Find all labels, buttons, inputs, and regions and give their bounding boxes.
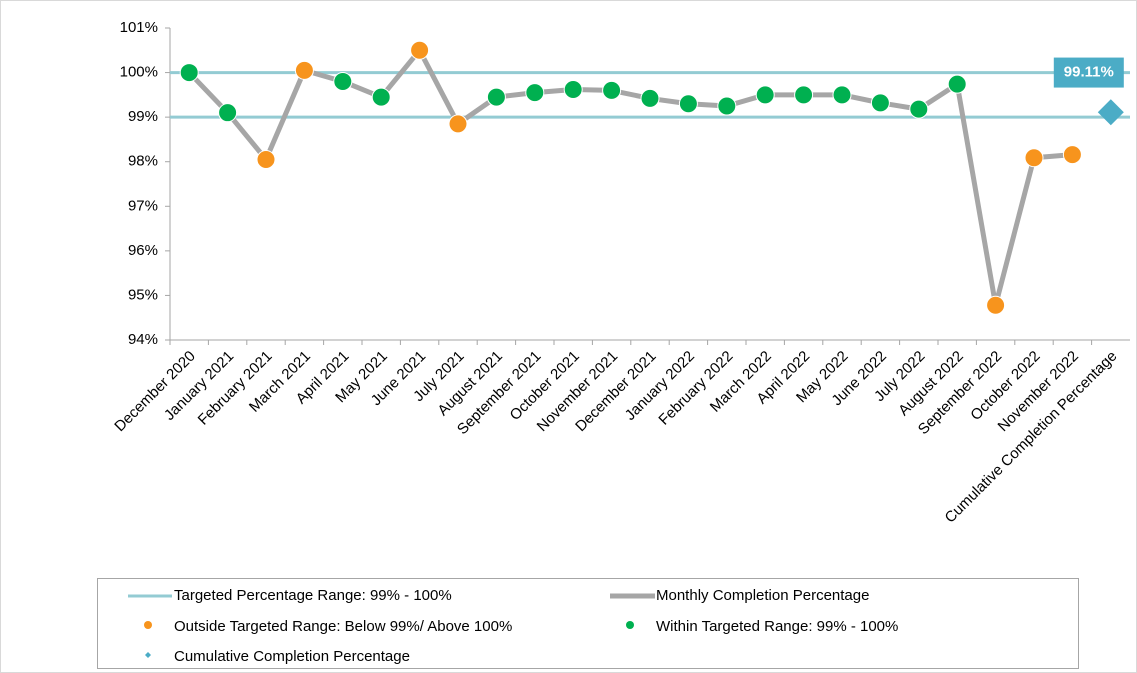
data-point [986,295,1006,315]
data-point [1062,145,1082,165]
data-point [602,80,622,100]
y-tick-label: 99% [128,108,158,125]
legend-swatch [144,621,152,629]
data-point [717,96,737,116]
y-tick-label: 96% [128,242,158,259]
data-point [333,71,353,91]
legend-label: Monthly Completion Percentage [656,587,869,604]
data-point [909,99,929,119]
data-point [870,93,890,113]
legend-label: Within Targeted Range: 99% - 100% [656,618,898,635]
data-point [794,85,814,105]
data-point [256,149,276,169]
data-point [755,85,775,105]
data-point [410,40,430,60]
y-tick-label: 100% [120,64,158,81]
data-point [294,60,314,80]
data-point [832,85,852,105]
data-point [179,63,199,83]
data-point [371,87,391,107]
data-point [947,74,967,94]
y-tick-label: 101% [120,19,158,36]
cumulative-point [1097,99,1124,126]
legend-label: Targeted Percentage Range: 99% - 100% [174,587,452,604]
data-point [486,87,506,107]
y-tick-label: 95% [128,286,158,303]
data-point [640,88,660,108]
y-tick-label: 94% [128,331,158,348]
legend-label: Cumulative Completion Percentage [174,648,410,665]
legend-swatch [145,652,151,658]
legend-label: Outside Targeted Range: Below 99%/ Above… [174,618,512,635]
value-label: 99.11% [1064,64,1114,81]
data-point [678,94,698,114]
y-tick-label: 97% [128,197,158,214]
legend-swatch [626,621,634,629]
value-label-box [1053,57,1124,88]
data-point [218,103,238,123]
data-point [1024,148,1044,168]
data-point [525,83,545,103]
y-tick-label: 98% [128,153,158,170]
data-point [448,114,468,134]
data-point [563,80,583,100]
legend-box [97,578,1079,669]
